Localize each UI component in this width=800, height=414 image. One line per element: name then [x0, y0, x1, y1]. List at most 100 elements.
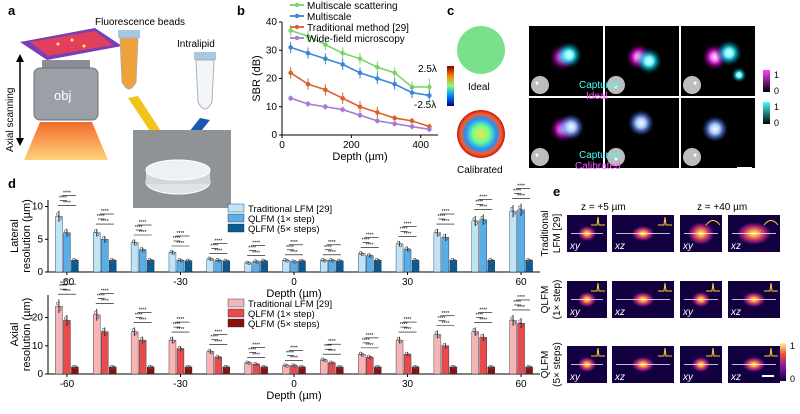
b-data-point — [357, 56, 363, 62]
d-legend-label: QLFM (5× steps) — [248, 319, 320, 330]
d-data-dot — [171, 251, 176, 255]
d-bar — [357, 253, 366, 273]
d-significance-mark: **** — [286, 245, 294, 251]
d-significance-mark: **** — [101, 289, 109, 295]
d-data-dot — [283, 363, 287, 367]
z1-label: z = +5 µm — [581, 202, 626, 213]
c-psf-spot-secondary — [731, 67, 747, 83]
d-data-dot — [360, 252, 365, 257]
e-plane-label: xz — [730, 372, 741, 383]
d-data-dot — [72, 258, 76, 262]
d-data-dot — [442, 342, 447, 347]
d-significance-mark: **** — [362, 338, 370, 344]
b-data-point — [427, 93, 432, 98]
d-bar — [93, 314, 101, 375]
c-psf-spot-captured — [701, 115, 729, 143]
d-data-dot — [149, 365, 154, 369]
b-data-point — [375, 118, 380, 124]
d-data-dot — [223, 364, 228, 369]
d-bar — [63, 320, 71, 375]
c-pupil-dot — [693, 81, 697, 85]
d-legend-label: QLFM (1× step) — [248, 214, 315, 225]
c-psf-spot-captured — [627, 109, 655, 137]
d-xlabel: Depth (µm) — [266, 390, 321, 402]
axial-label: Axial scanning — [5, 88, 16, 152]
d-ylabel-2: resolution (µm) — [21, 199, 33, 273]
d-significance-mark: **** — [214, 340, 222, 346]
e-plane-label: xz — [614, 307, 625, 318]
e-row-label-1: QLFM — [540, 286, 551, 314]
d-data-dot — [56, 301, 60, 306]
d-data-dot — [444, 236, 449, 241]
d-data-dot — [96, 315, 100, 319]
d-data-dot — [301, 365, 305, 369]
d-significance-mark: **** — [139, 308, 147, 314]
d-bar — [357, 354, 366, 375]
d-significance-mark: **** — [517, 305, 525, 311]
d-data-dot — [450, 258, 455, 262]
b-data-point — [323, 104, 328, 110]
d-significance-mark: **** — [173, 322, 181, 328]
panel-b-label: b — [237, 3, 245, 18]
d-data-dot — [187, 259, 192, 264]
e-plane-label: xy — [682, 307, 694, 318]
row1-captured: Captured — [579, 80, 620, 91]
d-data-dot — [112, 365, 116, 369]
d-data-dot — [339, 365, 343, 369]
b-legend-marker — [294, 35, 300, 41]
d-data-dot — [518, 319, 522, 323]
d-significance-mark: **** — [441, 209, 449, 215]
e-profile-curve — [763, 220, 779, 226]
b-data-point — [305, 81, 311, 87]
e-profile-curve — [706, 347, 720, 357]
d-significance-mark: **** — [252, 251, 260, 257]
d-significance-mark: **** — [248, 347, 256, 353]
d-bar — [206, 351, 215, 375]
d-data-dot — [177, 258, 182, 262]
phase-cb-bottom: -2.5λ — [414, 100, 436, 111]
d-data-dot — [102, 236, 106, 240]
b-legend-marker — [294, 24, 300, 30]
d-data-dot — [147, 258, 152, 262]
d-data-dot — [398, 243, 403, 247]
d-significance-mark: **** — [286, 351, 294, 357]
e-profile-curve — [591, 282, 605, 292]
d-data-dot — [72, 364, 76, 369]
d-data-dot — [442, 234, 447, 238]
calibrated-label: Calibrated — [457, 165, 503, 176]
d-significance-mark: **** — [59, 196, 67, 202]
d-legend-swatch — [227, 298, 245, 308]
d-bar — [101, 239, 109, 273]
c-pupil-inset — [683, 76, 701, 94]
panel-c-label: c — [447, 3, 454, 18]
d-data-dot — [263, 365, 267, 369]
d-significance-mark: **** — [97, 214, 105, 220]
d-data-dot — [102, 328, 106, 332]
d-data-dot — [520, 210, 524, 215]
d-significance-mark: **** — [139, 318, 147, 324]
d-data-dot — [512, 320, 516, 325]
d-data-dot — [217, 258, 222, 263]
d-data-dot — [58, 307, 62, 311]
d-bar — [395, 243, 404, 273]
b-y-tick-label: 0 — [271, 130, 277, 141]
d-data-dot — [74, 258, 78, 263]
d-bar — [320, 359, 328, 375]
d-bar — [138, 339, 147, 375]
d-data-dot — [368, 356, 373, 360]
d-significance-mark: **** — [177, 231, 185, 237]
d-x-tick-label: 60 — [516, 277, 528, 288]
d-data-dot — [94, 310, 98, 315]
c-pupil-dot — [535, 81, 539, 85]
d-data-dot — [331, 258, 335, 263]
b-x-tick-label: 200 — [343, 140, 360, 151]
d-data-dot — [374, 364, 379, 369]
d-ylabel-2: resolution (µm) — [21, 298, 33, 372]
b-data-point — [288, 95, 293, 101]
d-data-dot — [291, 259, 295, 263]
d-data-dot — [261, 364, 265, 369]
d-data-dot — [64, 229, 68, 233]
e-profile-curve — [658, 216, 672, 226]
d-data-dot — [414, 365, 419, 369]
d-data-dot — [209, 350, 214, 355]
